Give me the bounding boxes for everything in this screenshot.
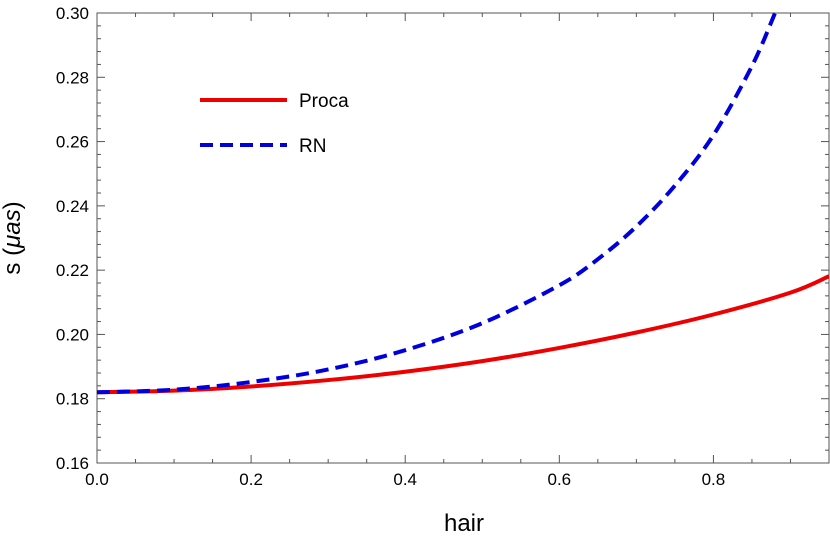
y-tick-label: 0.20 bbox=[56, 325, 89, 344]
series-line-rn bbox=[97, 13, 777, 395]
x-tick-label: 0.0 bbox=[85, 470, 109, 489]
x-tick-label: 0.8 bbox=[702, 470, 726, 489]
x-tick-label: 0.6 bbox=[547, 470, 571, 489]
y-axis-title: s (μas) bbox=[0, 201, 26, 274]
series-line-proca bbox=[97, 274, 829, 395]
y-tick-label: 0.30 bbox=[56, 4, 89, 23]
legend-label-proca: Proca bbox=[299, 91, 349, 112]
plot-area-border bbox=[96, 12, 830, 464]
y-tick-label: 0.16 bbox=[56, 454, 89, 473]
legend-label-rn: RN bbox=[299, 136, 326, 157]
series-layer bbox=[97, 13, 829, 395]
y-tick-label: 0.26 bbox=[56, 133, 89, 152]
y-tick-label: 0.28 bbox=[56, 68, 89, 87]
axis-ticks bbox=[96, 12, 830, 464]
tick-labels: 0.16 0.18 0.20 0.22 0.24 0.26 0.28 0.30 0.0 0.2 0.… bbox=[56, 4, 725, 489]
y-tick-label: 0.24 bbox=[56, 197, 89, 216]
legend: Proca RN bbox=[200, 91, 349, 157]
x-axis-title: hair bbox=[444, 510, 484, 537]
x-tick-label: 0.2 bbox=[239, 470, 263, 489]
y-tick-label: 0.18 bbox=[56, 390, 89, 409]
plot-frame bbox=[96, 12, 830, 464]
x-tick-label: 0.4 bbox=[393, 470, 417, 489]
y-tick-label: 0.22 bbox=[56, 261, 89, 280]
